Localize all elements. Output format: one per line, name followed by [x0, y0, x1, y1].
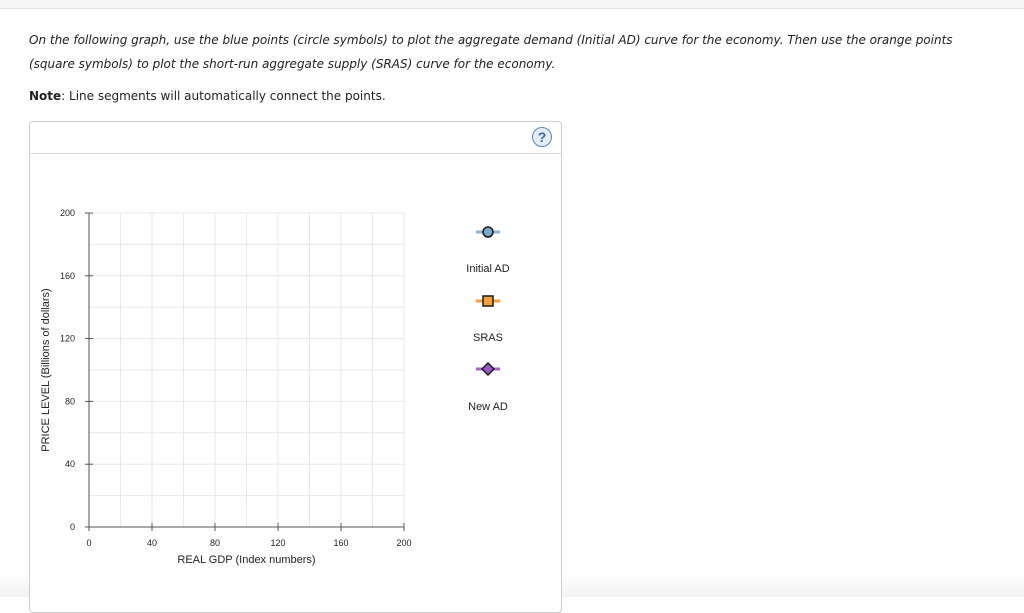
x-axis-title: REAL GDP (Index numbers) — [177, 554, 315, 566]
chart-area[interactable]: 0 40 80 120 160 200 0 40 80 120 160 200 REAL GDP (In… — [30, 122, 561, 612]
instructions-text: On the following graph, use the blue poi… — [29, 33, 953, 71]
help-button[interactable]: ? — [532, 127, 552, 147]
legend-label-sras: SRAS — [473, 332, 503, 344]
y-tick-label: 80 — [65, 396, 75, 406]
graph-panel: ? 0 40 80 120 160 200 0 40 80 120 160 200 REAL GDP (… — [29, 121, 562, 613]
y-tick-label: 160 — [60, 271, 75, 281]
note-label: Note — [29, 89, 62, 103]
top-bar — [0, 0, 1024, 9]
y-tick-label: 40 — [65, 459, 75, 469]
x-tick-label: 160 — [333, 538, 348, 548]
initial-ad-circle-icon[interactable] — [482, 226, 494, 238]
note-body: : Line segments will automatically conne… — [61, 89, 386, 103]
x-tick-label: 120 — [270, 538, 285, 548]
y-axis-title: PRICE LEVEL (Billions of dollars) — [40, 288, 52, 451]
x-tick-label: 40 — [147, 538, 157, 548]
y-tick-label: 0 — [70, 522, 75, 532]
panel-header: ? — [30, 122, 561, 154]
legend-label-new-ad: New AD — [468, 401, 508, 413]
y-tick-label: 200 — [60, 208, 75, 218]
legend-label-initial-ad: Initial AD — [466, 263, 509, 275]
x-tick-label: 80 — [210, 538, 220, 548]
note-text: Note: Line segments will automatically c… — [29, 89, 386, 103]
x-tick-label: 200 — [396, 538, 411, 548]
sras-square-icon[interactable] — [482, 295, 494, 307]
x-tick-label: 0 — [86, 538, 91, 548]
new-ad-diamond-icon[interactable] — [480, 361, 496, 377]
question-mark-icon: ? — [537, 129, 547, 145]
y-tick-label: 120 — [60, 334, 75, 344]
